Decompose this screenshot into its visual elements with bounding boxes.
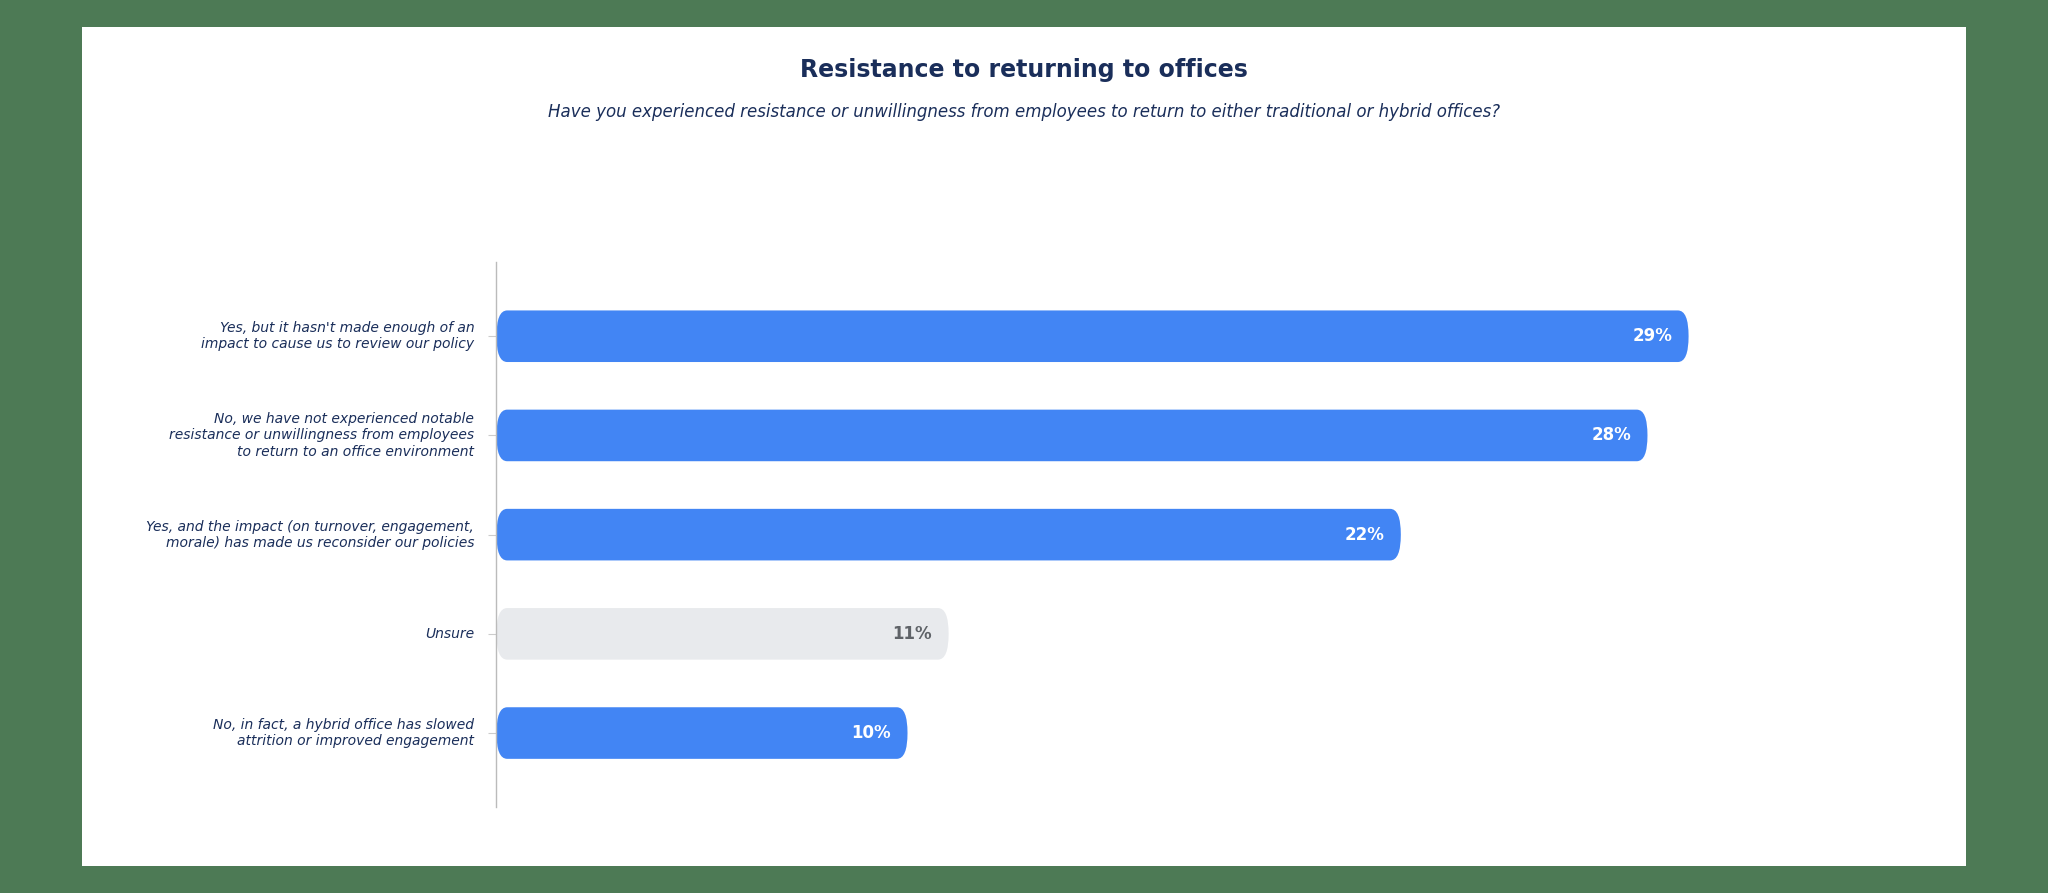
- Text: 11%: 11%: [893, 625, 932, 643]
- Text: 29%: 29%: [1632, 327, 1671, 346]
- Text: 28%: 28%: [1591, 427, 1630, 445]
- FancyBboxPatch shape: [496, 311, 1690, 362]
- FancyBboxPatch shape: [496, 509, 1401, 561]
- Text: Have you experienced resistance or unwillingness from employees to return to eit: Have you experienced resistance or unwil…: [549, 103, 1499, 121]
- FancyBboxPatch shape: [496, 707, 907, 759]
- FancyBboxPatch shape: [496, 410, 1647, 461]
- Text: 22%: 22%: [1346, 526, 1384, 544]
- Text: 10%: 10%: [852, 724, 891, 742]
- FancyBboxPatch shape: [496, 608, 948, 660]
- Text: Resistance to returning to offices: Resistance to returning to offices: [801, 58, 1247, 82]
